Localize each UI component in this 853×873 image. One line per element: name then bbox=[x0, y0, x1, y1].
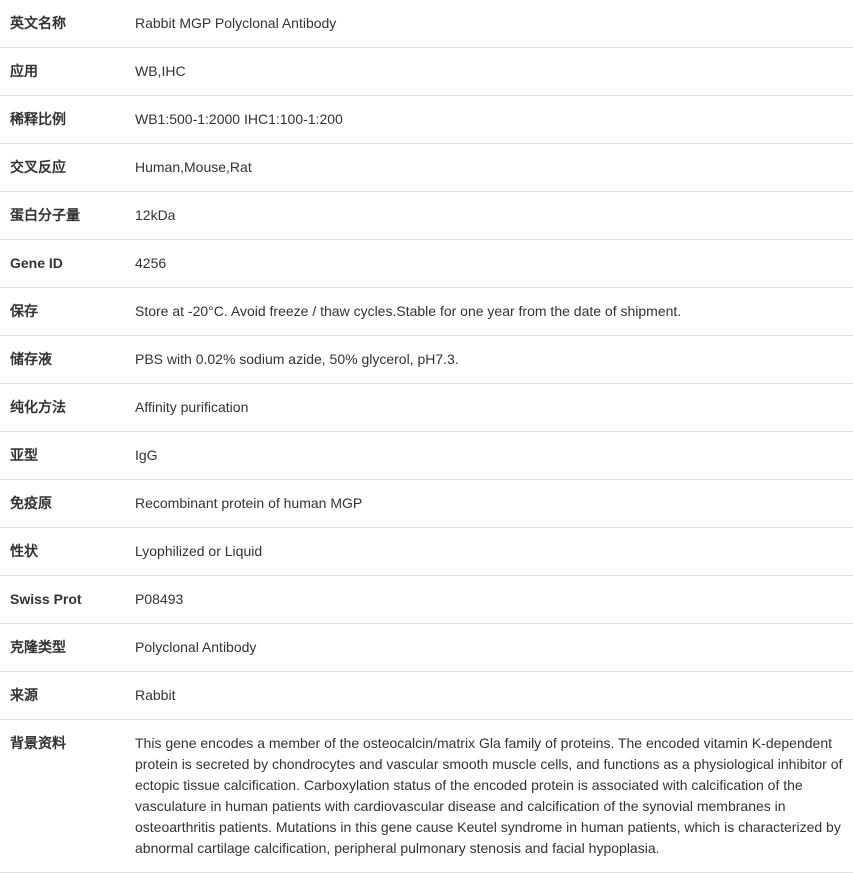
row-value: Rabbit MGP Polyclonal Antibody bbox=[125, 0, 853, 48]
table-row: Gene ID4256 bbox=[0, 240, 853, 288]
row-value: 12kDa bbox=[125, 192, 853, 240]
row-label: 交叉反应 bbox=[0, 144, 125, 192]
row-label: 蛋白分子量 bbox=[0, 192, 125, 240]
table-row: 交叉反应Human,Mouse,Rat bbox=[0, 144, 853, 192]
row-label: 保存 bbox=[0, 288, 125, 336]
table-row: 储存液PBS with 0.02% sodium azide, 50% glyc… bbox=[0, 336, 853, 384]
row-value: Store at -20°C. Avoid freeze / thaw cycl… bbox=[125, 288, 853, 336]
table-row: 背景资料This gene encodes a member of the os… bbox=[0, 720, 853, 873]
row-value: 4256 bbox=[125, 240, 853, 288]
table-row: 稀释比例WB1:500-1:2000 IHC1:100-1:200 bbox=[0, 96, 853, 144]
row-value: PBS with 0.02% sodium azide, 50% glycero… bbox=[125, 336, 853, 384]
row-label: 背景资料 bbox=[0, 720, 125, 873]
spec-table-body: 英文名称Rabbit MGP Polyclonal Antibody应用WB,I… bbox=[0, 0, 853, 873]
table-row: 应用WB,IHC bbox=[0, 48, 853, 96]
row-label: 纯化方法 bbox=[0, 384, 125, 432]
row-value: WB,IHC bbox=[125, 48, 853, 96]
row-value: P08493 bbox=[125, 576, 853, 624]
table-row: 性状Lyophilized or Liquid bbox=[0, 528, 853, 576]
table-row: 纯化方法Affinity purification bbox=[0, 384, 853, 432]
row-label: 亚型 bbox=[0, 432, 125, 480]
row-label: Swiss Prot bbox=[0, 576, 125, 624]
row-label: 性状 bbox=[0, 528, 125, 576]
row-value: Polyclonal Antibody bbox=[125, 624, 853, 672]
table-row: 免疫原Recombinant protein of human MGP bbox=[0, 480, 853, 528]
table-row: 英文名称Rabbit MGP Polyclonal Antibody bbox=[0, 0, 853, 48]
row-value: WB1:500-1:2000 IHC1:100-1:200 bbox=[125, 96, 853, 144]
table-row: 来源Rabbit bbox=[0, 672, 853, 720]
row-value: This gene encodes a member of the osteoc… bbox=[125, 720, 853, 873]
table-row: 克隆类型Polyclonal Antibody bbox=[0, 624, 853, 672]
row-label: 应用 bbox=[0, 48, 125, 96]
row-label: Gene ID bbox=[0, 240, 125, 288]
table-row: 蛋白分子量12kDa bbox=[0, 192, 853, 240]
row-value: Lyophilized or Liquid bbox=[125, 528, 853, 576]
row-label: 克隆类型 bbox=[0, 624, 125, 672]
row-value: IgG bbox=[125, 432, 853, 480]
spec-table: 英文名称Rabbit MGP Polyclonal Antibody应用WB,I… bbox=[0, 0, 853, 873]
row-label: 储存液 bbox=[0, 336, 125, 384]
row-label: 英文名称 bbox=[0, 0, 125, 48]
row-label: 稀释比例 bbox=[0, 96, 125, 144]
row-value: Affinity purification bbox=[125, 384, 853, 432]
table-row: 保存Store at -20°C. Avoid freeze / thaw cy… bbox=[0, 288, 853, 336]
row-label: 来源 bbox=[0, 672, 125, 720]
row-value: Human,Mouse,Rat bbox=[125, 144, 853, 192]
row-value: Rabbit bbox=[125, 672, 853, 720]
table-row: Swiss ProtP08493 bbox=[0, 576, 853, 624]
table-row: 亚型IgG bbox=[0, 432, 853, 480]
row-value: Recombinant protein of human MGP bbox=[125, 480, 853, 528]
row-label: 免疫原 bbox=[0, 480, 125, 528]
